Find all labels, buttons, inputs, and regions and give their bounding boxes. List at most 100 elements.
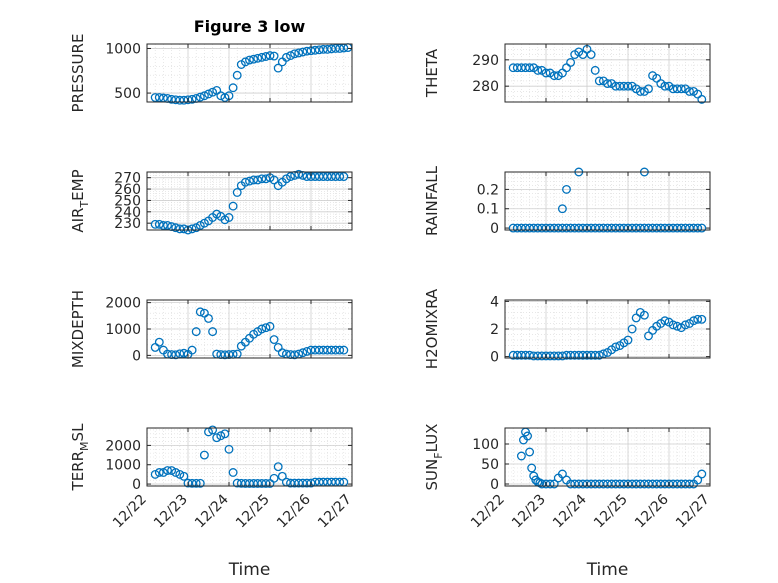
data-point [158, 221, 168, 230]
y-tick-label: 2000 [105, 296, 141, 312]
x-tick-label: 12/25 [591, 492, 631, 532]
data-point [269, 51, 279, 61]
data-point [163, 466, 172, 475]
data-point [644, 84, 653, 94]
y-axis-label-main: SUN [423, 459, 441, 491]
x-tick-label: 12/27 [315, 492, 355, 532]
data-point [257, 52, 267, 62]
x-axis-label: Time [586, 560, 629, 580]
data-point [273, 63, 283, 73]
data-point [335, 345, 345, 355]
data-point [521, 350, 530, 360]
y-tick-label: 500 [114, 86, 141, 102]
data-point [257, 324, 267, 334]
data-point [302, 46, 312, 56]
y-axis-label-sub: T [78, 201, 91, 209]
data-point [220, 429, 230, 439]
data-point [150, 219, 160, 229]
y-axis-label-main: THETA [423, 48, 441, 98]
data-point [697, 223, 707, 233]
data-point [277, 348, 287, 358]
data-point [208, 327, 218, 337]
data-point [199, 91, 209, 101]
data-point [586, 50, 596, 59]
data-point [525, 350, 535, 360]
x-tick-label: 12/23 [151, 492, 191, 532]
axes-box [146, 171, 353, 231]
data-point [195, 307, 205, 317]
data-point [302, 346, 312, 356]
y-axis-label: H2OMIXRA [423, 288, 441, 369]
data-point [697, 94, 707, 104]
plot-area [505, 428, 710, 486]
data-point [660, 81, 670, 91]
data-point [286, 51, 295, 61]
data-point [290, 49, 300, 59]
data-point [627, 324, 637, 334]
data-point [623, 81, 633, 91]
x-tick-label: 12/24 [550, 491, 590, 531]
data-point [525, 447, 535, 457]
data-point [294, 48, 304, 58]
y-axis-label-main: PRESSURE [69, 34, 87, 113]
x-tick-label: 12/23 [509, 492, 549, 532]
data-point [171, 468, 181, 477]
data-point [685, 87, 694, 96]
data-point [306, 478, 316, 488]
y-axis-label-main: TERR [69, 451, 87, 492]
data-point [240, 57, 250, 67]
data-point [533, 65, 543, 75]
data-point [697, 469, 707, 479]
data-point [298, 47, 308, 57]
data-point [269, 175, 279, 185]
data-point [208, 425, 218, 435]
data-point [212, 433, 222, 443]
data-point [541, 68, 551, 78]
data-point [154, 337, 164, 347]
y-axis-label: THETA [423, 48, 441, 98]
data-point [208, 87, 218, 97]
data-point [685, 479, 694, 489]
data-point [195, 478, 205, 488]
data-point [590, 350, 600, 360]
y-tick-label: 270 [114, 171, 141, 187]
data-point [557, 204, 567, 214]
data-point [277, 471, 287, 481]
data-point [335, 44, 345, 53]
data-point [158, 468, 168, 477]
data-point [240, 177, 250, 187]
data-point [693, 314, 703, 324]
data-point [265, 321, 275, 331]
y-tick-label: 240 [114, 205, 141, 221]
data-point [523, 431, 532, 441]
data-point [335, 172, 345, 181]
data-point [281, 52, 291, 62]
data-point [179, 348, 189, 358]
y-axis-label-rest: SL [69, 423, 87, 442]
y-axis-label-main: MIXDEPTH [69, 290, 87, 368]
data-point [171, 223, 181, 233]
x-tick-label: 12/27 [673, 492, 713, 532]
data-point [660, 316, 670, 326]
y-tick-label: 0 [490, 350, 499, 366]
data-point [163, 221, 172, 230]
data-point [298, 348, 308, 358]
y-axis-label: SUNFLUX [423, 424, 445, 491]
data-point [249, 175, 259, 185]
y-tick-label: 290 [472, 53, 499, 69]
y-tick-label: 0.2 [477, 182, 499, 198]
x-axis-label: Time [228, 560, 271, 580]
data-point [672, 321, 682, 331]
y-tick-label: 2 [490, 322, 499, 338]
data-point [228, 468, 238, 477]
data-point [245, 55, 254, 65]
data-point [676, 84, 686, 94]
data-point [322, 44, 332, 54]
y-tick-label: 1000 [105, 458, 141, 474]
data-point [623, 335, 633, 345]
y-axis-label-rest: EMP [69, 169, 87, 200]
data-point [693, 475, 703, 485]
y-tick-label: 50 [481, 457, 499, 473]
data-point [187, 345, 197, 355]
data-point [175, 469, 185, 479]
